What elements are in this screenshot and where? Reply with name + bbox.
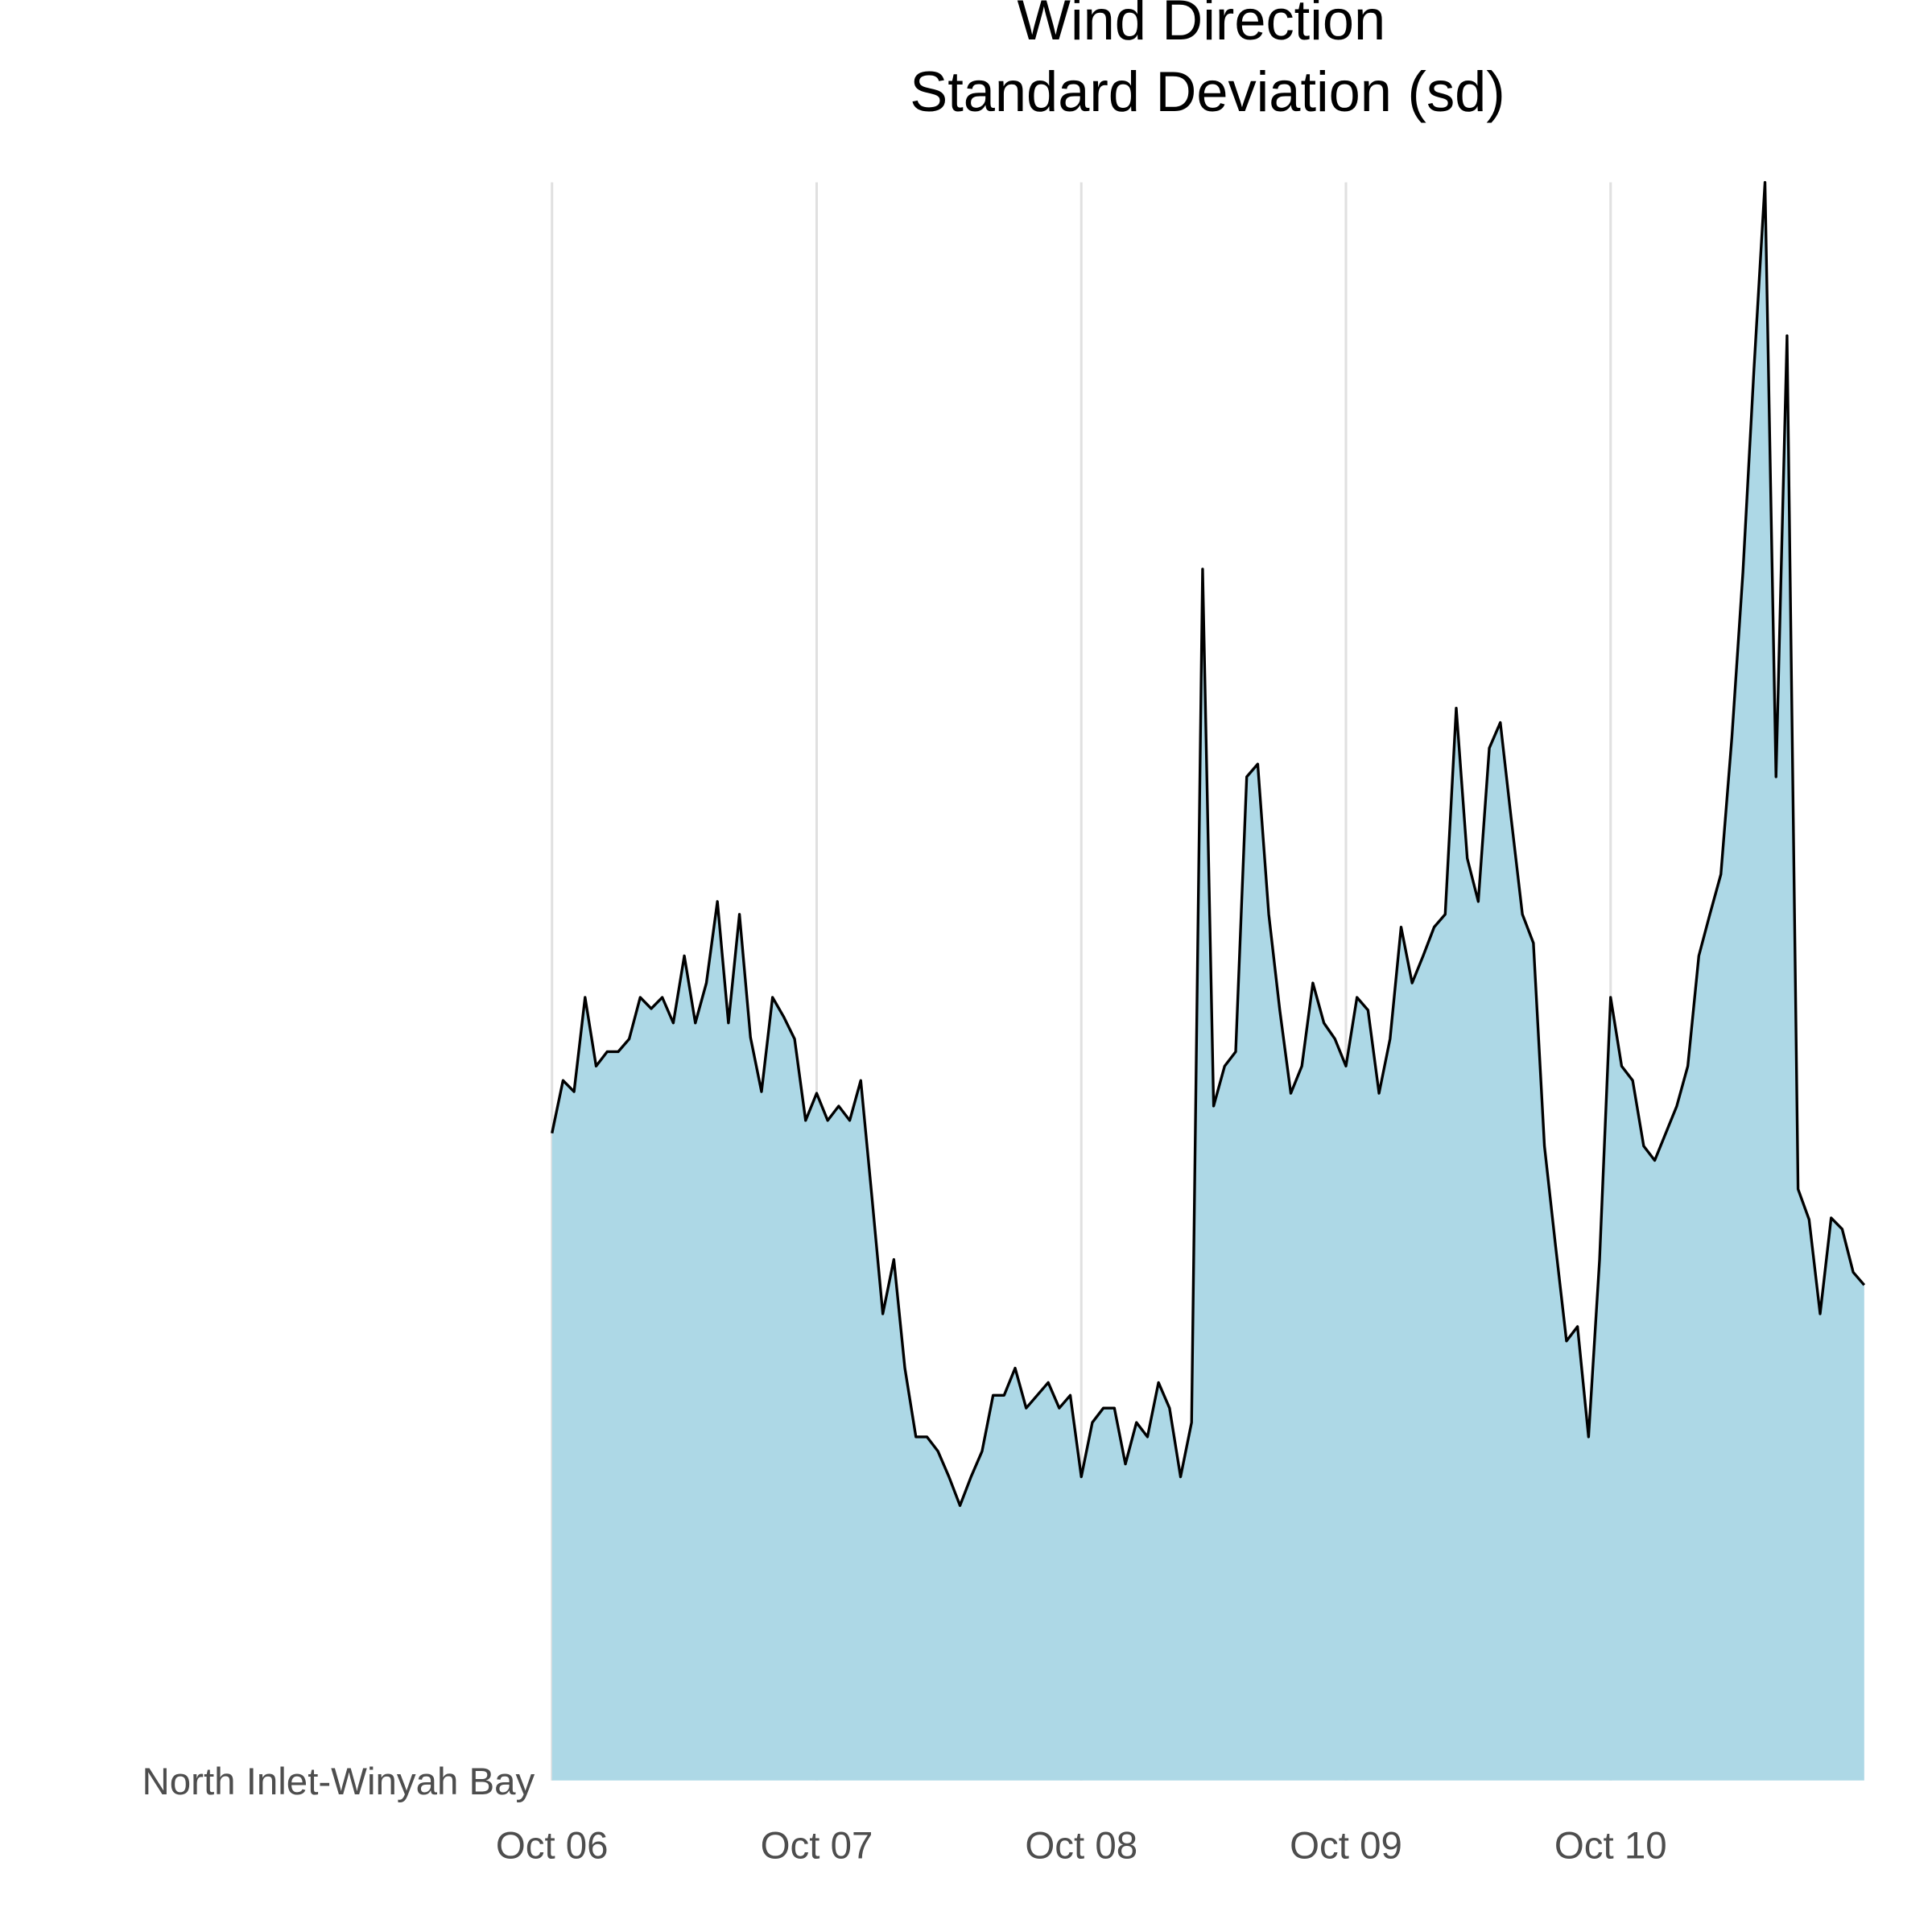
area-line	[551, 180, 1866, 1507]
area-fill	[551, 182, 1864, 1781]
x-tick-label: Oct 07	[761, 1824, 873, 1867]
chart-subtitle: Standard Deviation (sd)	[910, 60, 1505, 123]
category-label: North Inlet-Winyah Bay	[142, 1761, 535, 1803]
x-tick-label: Oct 09	[1290, 1824, 1402, 1867]
x-tick-label: Oct 06	[496, 1824, 609, 1867]
x-tick-label: Oct 08	[1025, 1824, 1137, 1867]
x-tick-label: Oct 10	[1554, 1824, 1667, 1867]
chart-title: Wind Direction	[1018, 0, 1386, 52]
